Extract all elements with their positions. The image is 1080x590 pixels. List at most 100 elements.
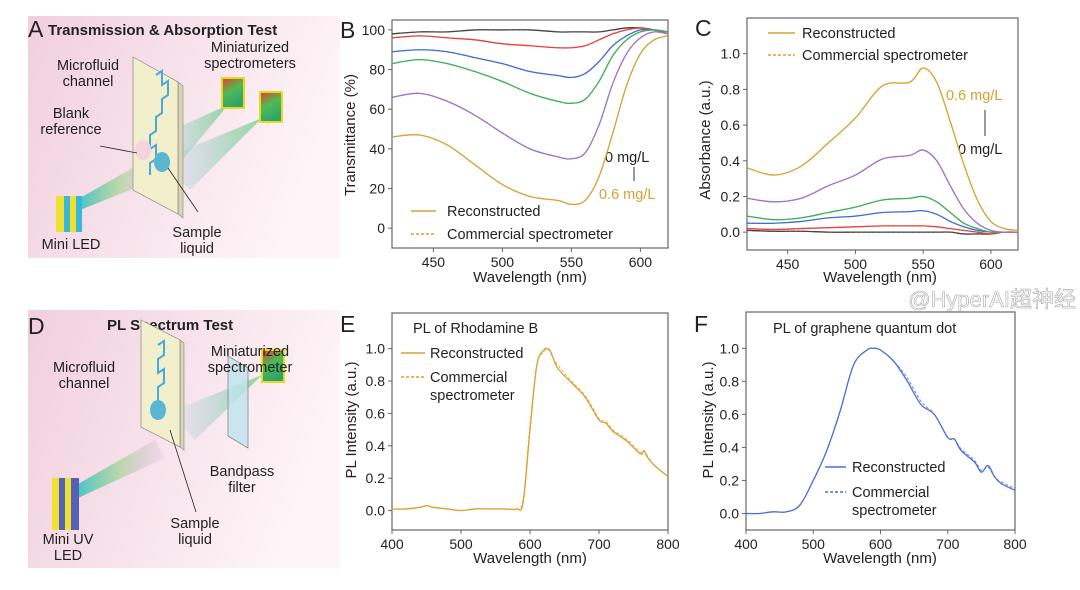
- blank-pointer: [99, 145, 138, 154]
- panel-c-letter: C: [695, 15, 712, 41]
- x-tick-label: 500: [802, 536, 826, 552]
- label-blank: Blank: [53, 106, 90, 122]
- series-3-commercial-line: [391, 29, 669, 104]
- x-tick-label: 500: [844, 256, 868, 272]
- label-mini-led: Mini LED: [42, 237, 101, 253]
- chart-b-xlabel: Wavelength (nm): [473, 269, 587, 286]
- series-0-commercial-line: [391, 27, 669, 35]
- y-tick-label: 0.6: [721, 117, 741, 133]
- chart-f-ylabel: PL Intensity (a.u.): [700, 361, 717, 478]
- y-tick-label: 20: [369, 181, 385, 197]
- panel-f-letter: F: [694, 311, 708, 337]
- spectrometer-icon: [261, 349, 285, 383]
- y-tick-label: 0.4: [366, 438, 386, 454]
- annotation-low: 0 mg/L: [605, 150, 649, 166]
- y-tick-label: 1.0: [366, 341, 386, 357]
- series-1-commercial-line: [746, 225, 1019, 235]
- x-tick-label: 600: [979, 256, 1003, 272]
- y-tick-label: 0.8: [721, 81, 741, 97]
- chart-f-xlabel: Wavelength (nm): [823, 550, 937, 567]
- y-tick-label: 0.8: [366, 373, 386, 389]
- chart-b-ylabel: Transmittance (%): [342, 74, 359, 196]
- sample-liquid-spot: [154, 152, 170, 172]
- legend-commercial: Commercial spectrometer: [802, 48, 968, 64]
- annotation-low: 0 mg/L: [958, 142, 1002, 158]
- y-tick-label: 0.0: [720, 505, 740, 521]
- panel-b-letter: B: [340, 17, 355, 43]
- series-2-commercial-line: [391, 28, 669, 79]
- y-tick-label: 40: [369, 141, 385, 157]
- sample-pointer: [167, 167, 199, 213]
- chart-e: E PL of Rhodamine B PL Intensity (a.u.) …: [340, 311, 587, 567]
- blank-reference-spot: [135, 140, 151, 160]
- series-1-commercial-line: [391, 27, 669, 49]
- label-reference: reference: [40, 122, 101, 138]
- y-tick-label: 0.0: [366, 503, 386, 519]
- label-liquid: liquid: [180, 241, 214, 257]
- x-tick-label: 600: [629, 254, 653, 270]
- chart-e-ylabel: PL Intensity (a.u.): [343, 361, 360, 478]
- label-sample: Sample: [172, 225, 221, 241]
- legend-commercial: Commercial: [430, 370, 507, 386]
- y-tick-label: 0: [377, 220, 385, 236]
- series-3-reconstructed-line: [746, 195, 1018, 234]
- panel-d-letter: D: [28, 313, 45, 339]
- series-4-commercial-line: [746, 149, 1019, 233]
- y-tick-label: 80: [369, 62, 385, 78]
- x-tick-label: 400: [380, 536, 404, 552]
- y-tick-label: 60: [369, 101, 385, 117]
- x-tick-label: 550: [560, 254, 584, 270]
- y-tick-label: 0.2: [366, 470, 386, 486]
- label-filter: filter: [228, 480, 256, 496]
- legend-spectrometer: spectrometer: [430, 388, 515, 404]
- microfluid-plate: [132, 56, 179, 215]
- x-tick-label: 450: [776, 256, 800, 272]
- series-4-commercial-line: [391, 31, 669, 160]
- x-tick-label: 450: [422, 254, 446, 270]
- series-5-commercial-line: [746, 67, 1019, 231]
- label-microfluid: Microfluid: [53, 360, 115, 376]
- y-tick-label: 0.6: [366, 405, 386, 421]
- x-tick-label: 500: [449, 536, 473, 552]
- series-5-commercial-line: [391, 35, 669, 205]
- x-tick-label: 600: [518, 536, 542, 552]
- plot-layer: 450 500 550 600 0 20 40 60 80 100 450 500 550 600 0.0 0…: [362, 17, 1027, 552]
- label-channel: channel: [59, 376, 110, 392]
- legend-reconstructed: Reconstructed: [852, 460, 946, 476]
- uv-led-beam: [78, 440, 165, 498]
- y-tick-label: 0.6: [720, 406, 740, 422]
- x-tick-label: 700: [936, 536, 960, 552]
- x-tick-label: 600: [869, 536, 893, 552]
- x-tick-label: 700: [587, 536, 611, 552]
- legend-commercial: Commercial: [852, 485, 929, 501]
- series-2-commercial-line: [746, 210, 1018, 233]
- series-0-commercial-line: [391, 348, 669, 512]
- bandpass-filter-icon: [227, 355, 249, 449]
- series-3-reconstructed-line: [391, 29, 669, 104]
- panel-a-letter: A: [28, 16, 44, 42]
- legend-reconstructed: Reconstructed: [802, 26, 896, 42]
- y-tick-label: 0.8: [720, 373, 740, 389]
- chart-f: F PL of graphene quantum dot PL Intensit…: [694, 311, 956, 567]
- chart-c-xlabel: Wavelength (nm): [823, 269, 937, 286]
- label-bandpass: Bandpass: [210, 464, 275, 480]
- label-channel: channel: [63, 74, 114, 90]
- spectrometer-beam-2: [160, 118, 262, 190]
- label-spectrometers: spectrometers: [204, 56, 296, 72]
- watermark: @HyperAI超神经: [908, 287, 1076, 312]
- microfluid-plate-edge: [177, 81, 184, 219]
- chart-c-ylabel: Absorbance (a.u.): [697, 80, 714, 199]
- series-1-reconstructed-line: [391, 27, 669, 49]
- chart-c: C Absorbance (a.u.) Wavelength (nm) Reco…: [695, 15, 1002, 286]
- chart-e-xlabel: Wavelength (nm): [473, 550, 587, 567]
- x-tick-label: 800: [656, 536, 680, 552]
- microfluid-plate: [140, 319, 181, 448]
- legend-spectrometer: spectrometer: [852, 503, 937, 519]
- y-tick-label: 1.0: [720, 340, 740, 356]
- spectrometer-icon-2: [259, 91, 283, 123]
- y-tick-label: 0.0: [721, 224, 741, 240]
- chart-e-title: PL of Rhodamine B: [413, 321, 538, 337]
- annotation-high: 0.6 mg/L: [946, 88, 1002, 104]
- label-spectrometer: spectrometer: [208, 360, 293, 376]
